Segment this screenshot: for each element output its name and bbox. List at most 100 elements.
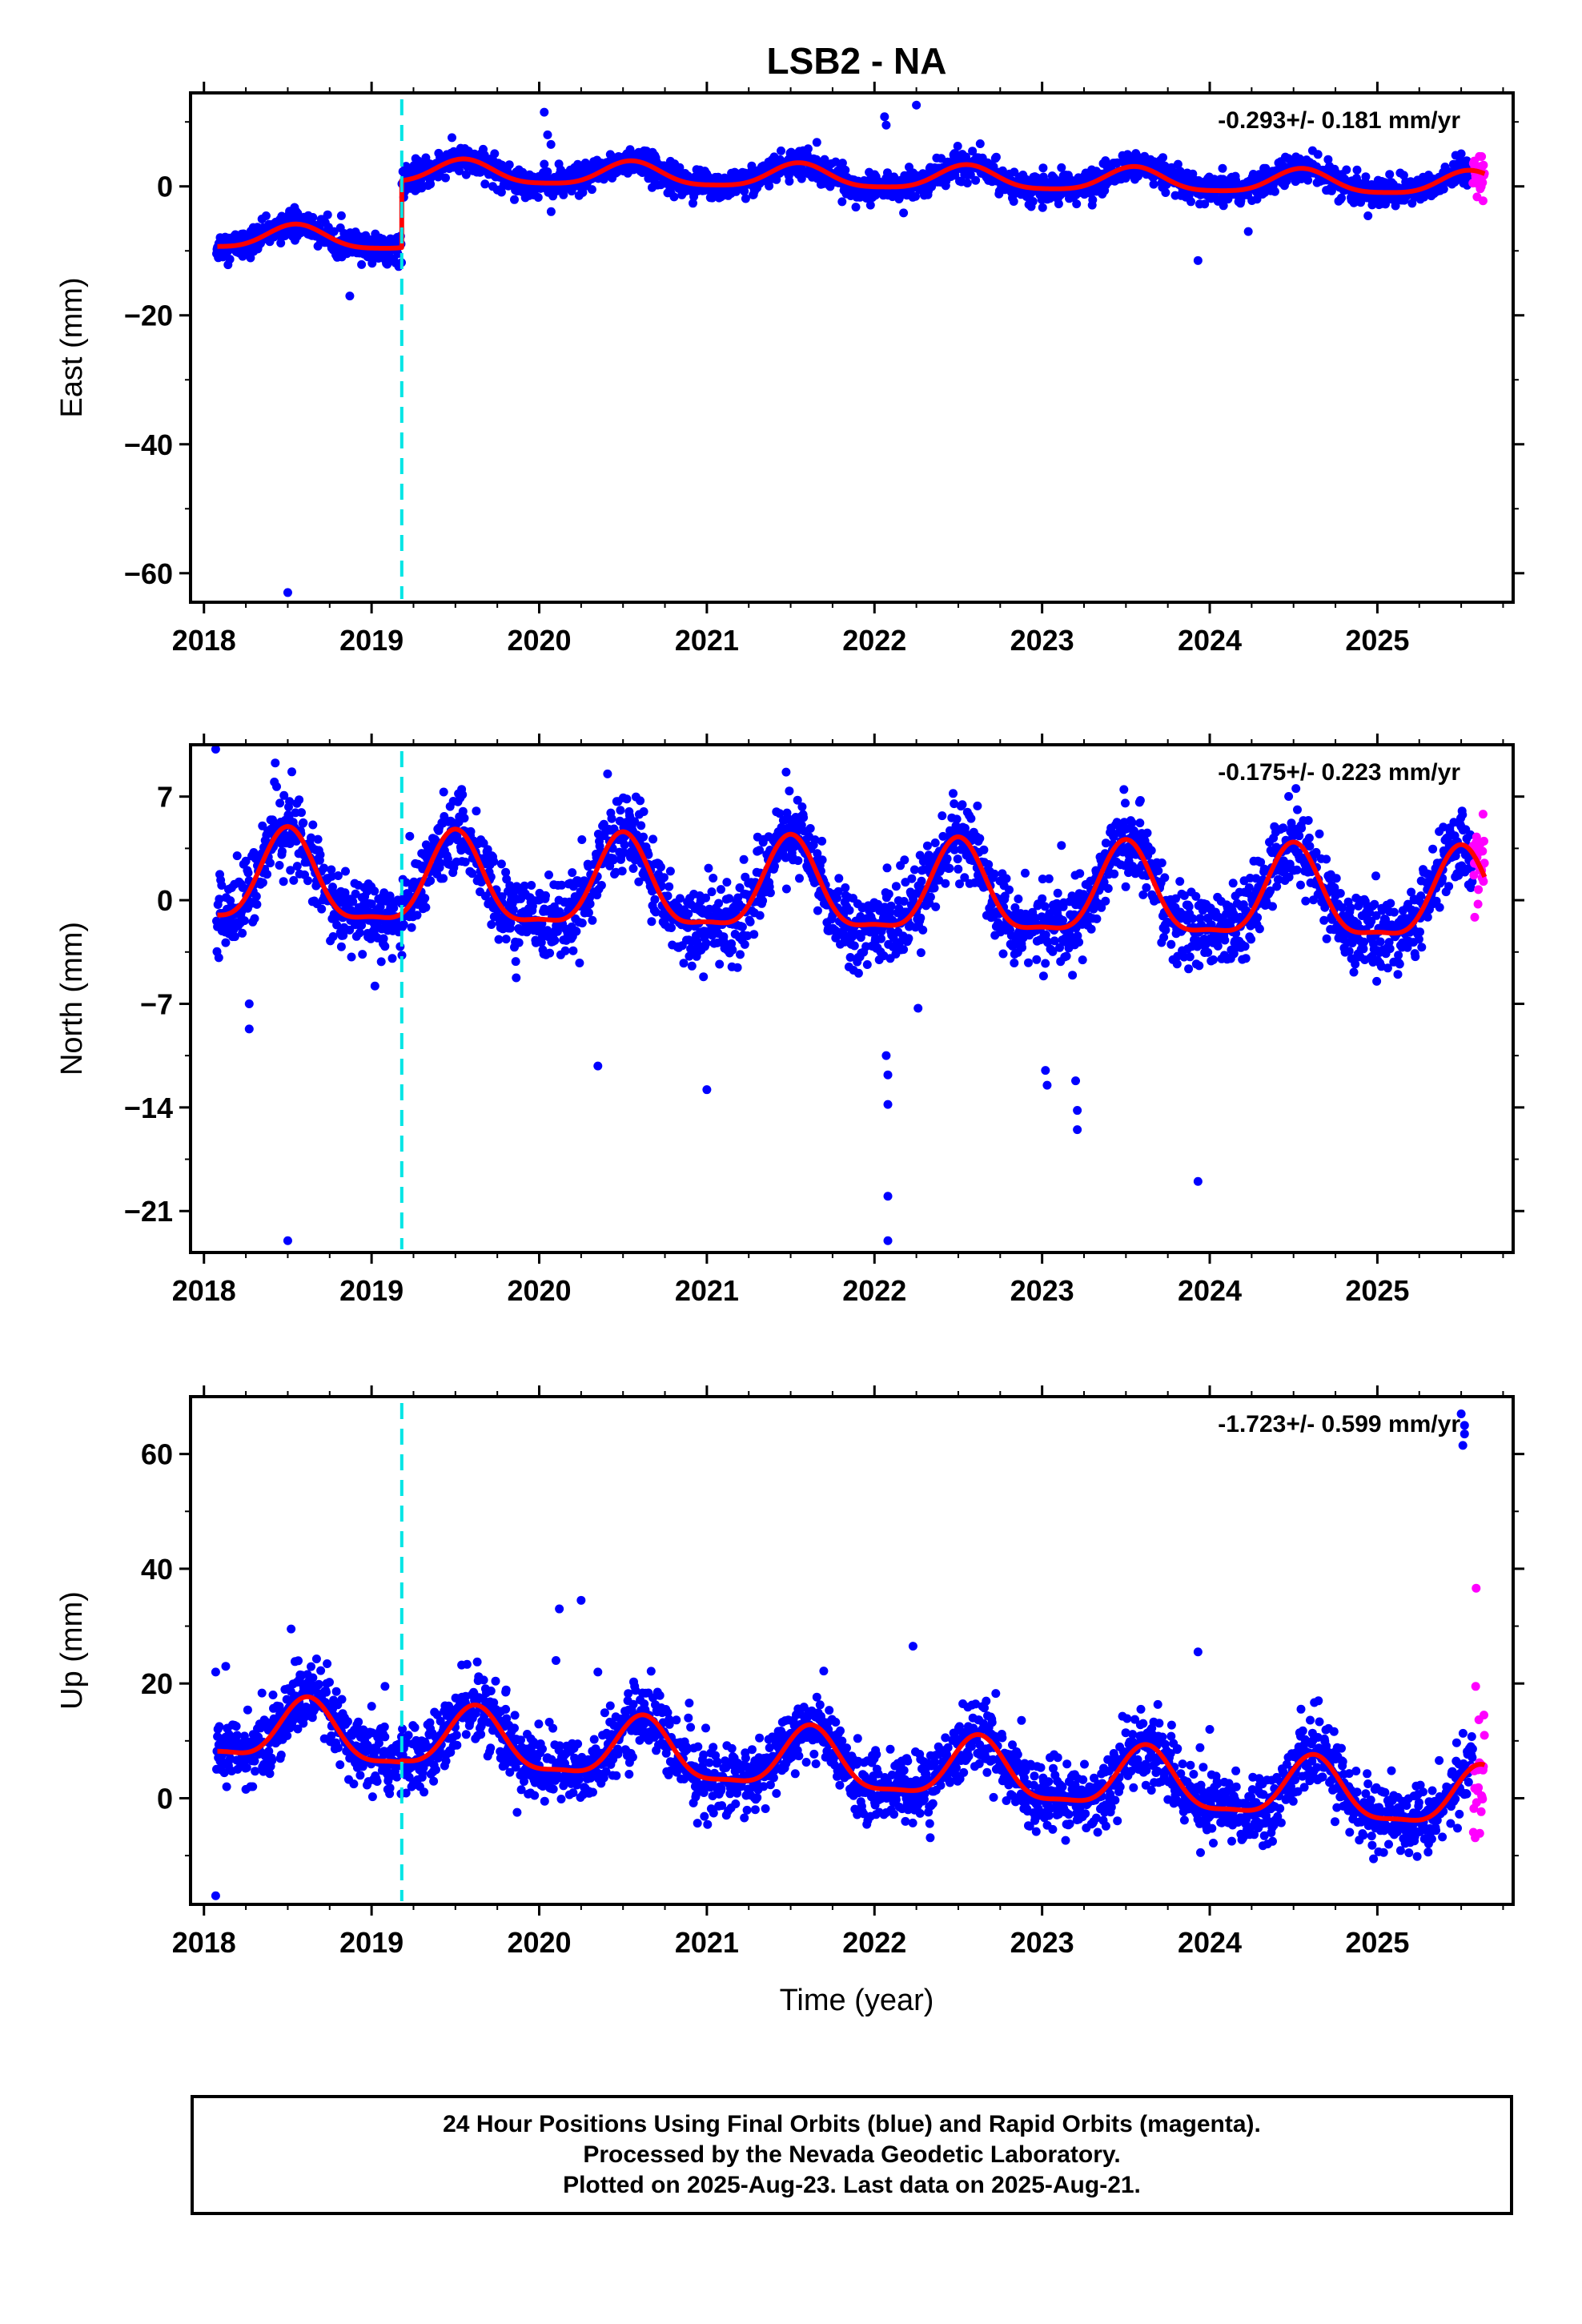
final-orbit-point bbox=[1103, 884, 1113, 893]
final-orbit-point bbox=[501, 935, 511, 944]
final-orbit-point bbox=[803, 144, 813, 154]
final-orbit-point bbox=[448, 133, 456, 143]
final-orbit-point bbox=[812, 138, 821, 147]
final-orbit-point bbox=[347, 952, 356, 962]
final-orbit-point bbox=[707, 887, 717, 897]
final-orbit-point bbox=[1062, 951, 1071, 961]
final-orbit-point bbox=[287, 767, 296, 777]
y-tick-label: 0 bbox=[157, 171, 173, 203]
final-orbit-point bbox=[472, 806, 481, 816]
final-orbit-point bbox=[926, 892, 935, 902]
x-tick-label: 2020 bbox=[507, 1274, 571, 1307]
x-tick-label: 2022 bbox=[842, 1274, 906, 1307]
final-orbit-point bbox=[1301, 896, 1311, 906]
final-orbit-point bbox=[704, 863, 713, 873]
final-orbit-point bbox=[962, 179, 972, 188]
final-orbit-point bbox=[1044, 874, 1054, 883]
final-orbit-point bbox=[952, 814, 962, 824]
final-orbit-point bbox=[938, 811, 947, 821]
final-orbit-point bbox=[221, 938, 231, 947]
final-orbit-point bbox=[975, 139, 985, 148]
final-orbit-point bbox=[617, 866, 627, 876]
final-orbit-point bbox=[841, 883, 850, 892]
final-orbit-point bbox=[292, 862, 302, 871]
final-orbit-point bbox=[370, 887, 379, 896]
x-tick-label: 2018 bbox=[172, 624, 236, 657]
outlier-point bbox=[1243, 227, 1253, 236]
x-tick-label: 2021 bbox=[675, 1274, 739, 1307]
final-orbit-point bbox=[585, 899, 595, 909]
final-orbit-point bbox=[741, 194, 750, 203]
final-orbit-point bbox=[931, 902, 941, 911]
final-orbit-point bbox=[436, 858, 445, 868]
final-orbit-point bbox=[1195, 961, 1204, 971]
final-orbit-point bbox=[733, 963, 742, 972]
final-orbit-point bbox=[884, 889, 893, 899]
final-orbit-point bbox=[1161, 188, 1170, 197]
final-orbit-point bbox=[1456, 149, 1466, 159]
final-orbit-point bbox=[714, 899, 724, 908]
final-orbit-point bbox=[817, 836, 827, 846]
final-orbit-point bbox=[275, 861, 284, 870]
final-orbit-point bbox=[973, 801, 982, 810]
final-orbit-point bbox=[1385, 170, 1395, 179]
final-orbit-point bbox=[1175, 877, 1185, 887]
final-orbit-point bbox=[966, 814, 976, 823]
final-orbit-point bbox=[504, 160, 514, 170]
final-orbit-point bbox=[308, 820, 318, 830]
final-orbit-point bbox=[1018, 943, 1026, 952]
final-orbit-point bbox=[979, 845, 989, 854]
final-orbit-point bbox=[1342, 165, 1351, 175]
final-orbit-point bbox=[797, 802, 807, 811]
final-orbit-point bbox=[1296, 880, 1305, 890]
final-orbit-point bbox=[333, 871, 343, 880]
final-orbit-point bbox=[797, 174, 806, 183]
final-orbit-point bbox=[849, 941, 859, 951]
final-orbit-point bbox=[1119, 785, 1129, 794]
final-orbit-point bbox=[546, 207, 556, 216]
x-tick-label: 2022 bbox=[842, 624, 906, 657]
final-orbit-point bbox=[659, 873, 669, 883]
final-orbit-point bbox=[1024, 958, 1033, 967]
final-orbit-point bbox=[1158, 153, 1167, 163]
final-orbit-point bbox=[636, 821, 646, 830]
final-orbit-point bbox=[455, 167, 464, 175]
final-orbit-point bbox=[799, 813, 809, 822]
plot-area bbox=[211, 745, 1489, 1249]
y-tick-label: −60 bbox=[124, 557, 173, 590]
final-orbit-point bbox=[541, 891, 550, 900]
final-orbit-point bbox=[1203, 947, 1213, 957]
final-orbit-point bbox=[687, 961, 697, 971]
final-orbit-point bbox=[837, 197, 847, 207]
final-orbit-point bbox=[917, 876, 926, 886]
final-orbit-point bbox=[647, 917, 656, 927]
panel-1: 2018 2019 2020 2021 2022 2023 2024 202570−7−14−… bbox=[55, 734, 1524, 1307]
final-orbit-point bbox=[1186, 197, 1195, 207]
final-orbit-point bbox=[461, 170, 471, 179]
final-orbit-point bbox=[813, 906, 822, 915]
final-orbit-point bbox=[512, 973, 521, 983]
final-orbit-point bbox=[990, 869, 999, 879]
final-orbit-point bbox=[1057, 163, 1066, 172]
final-orbit-point bbox=[942, 854, 952, 863]
final-orbit-point bbox=[496, 187, 506, 197]
final-orbit-point bbox=[1172, 959, 1182, 969]
final-orbit-point bbox=[387, 954, 397, 963]
final-orbit-point bbox=[1240, 942, 1250, 951]
x-tick-label: 2024 bbox=[1178, 624, 1242, 657]
x-tick-label: 2025 bbox=[1345, 1274, 1409, 1307]
final-orbit-point bbox=[954, 864, 963, 874]
final-orbit-point bbox=[1121, 798, 1130, 808]
final-orbit-point bbox=[675, 163, 685, 172]
final-orbit-point bbox=[1363, 211, 1373, 220]
final-orbit-point bbox=[837, 159, 847, 168]
final-orbit-point bbox=[1337, 193, 1346, 203]
outlier-point bbox=[540, 107, 549, 117]
final-orbit-point bbox=[376, 957, 386, 967]
x-tick-label: 2020 bbox=[507, 624, 571, 657]
x-tick-label: 2024 bbox=[1178, 1274, 1242, 1307]
final-orbit-point bbox=[426, 179, 436, 189]
outlier-point bbox=[543, 130, 552, 139]
y-tick-label: −7 bbox=[140, 987, 173, 1020]
panel-0: 2018 2019 2020 2021 2022 2023 2024 20250−20−40−… bbox=[55, 82, 1524, 657]
